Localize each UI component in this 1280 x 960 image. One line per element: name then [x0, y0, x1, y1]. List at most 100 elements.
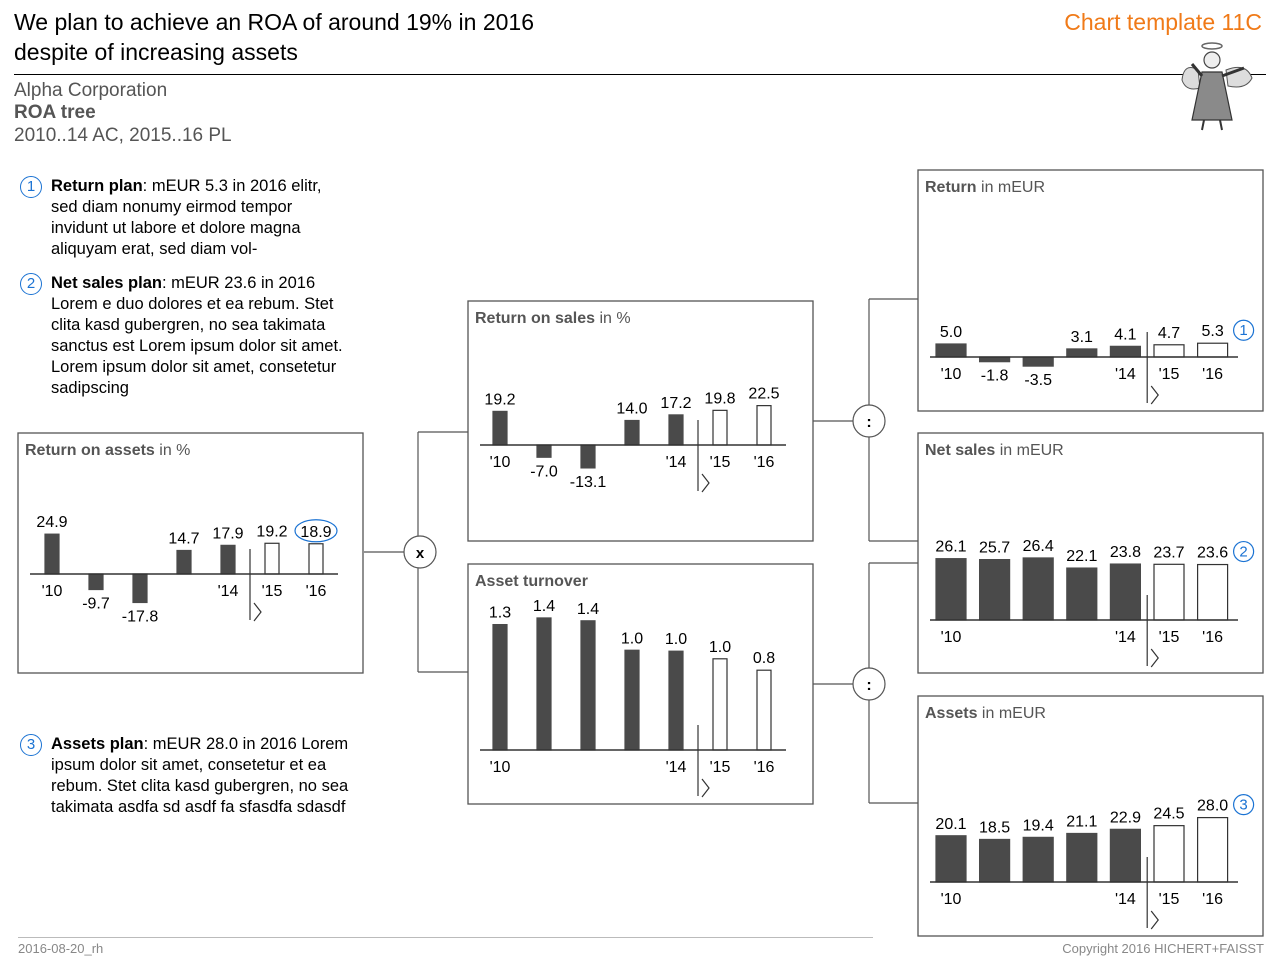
connector-at-divide-branches [868, 562, 918, 804]
note-text: : mEUR 23.6 in 2016 Lorem e duo dolores … [51, 274, 343, 397]
footer-rule [18, 937, 873, 938]
at-data-label: 1.0 [709, 639, 731, 656]
assets-data-label: 22.9 [1110, 809, 1141, 826]
at-bar [624, 649, 640, 751]
chevron-right-icon [1150, 385, 1159, 405]
at-chart-frame [467, 563, 814, 805]
at-data-label: 1.0 [665, 631, 687, 648]
roa-data-label: 24.9 [36, 514, 67, 531]
at-data-label: 1.0 [621, 630, 643, 647]
sales-note-marker-number: 2 [1239, 544, 1247, 561]
sales-note-marker: 2 [1232, 540, 1255, 563]
ros-title-bold: Return on sales [475, 310, 595, 327]
sales-tick-label: '10 [941, 629, 962, 646]
sales-data-label: 23.6 [1197, 545, 1228, 562]
ros-data-label: 17.2 [660, 395, 691, 412]
operator-multiply: x [403, 535, 437, 569]
connector-ros-divide-branches [868, 298, 918, 542]
operator-multiply-symbol: x [416, 545, 425, 562]
sales-data-label: 26.1 [935, 539, 966, 556]
sales-chart-title: Net sales in mEUR [925, 442, 1064, 459]
roa-bar [88, 573, 104, 591]
ret-bar [935, 343, 967, 358]
assets-tick-label: '15 [1159, 891, 1180, 908]
angel-mascot-icon [1181, 42, 1253, 131]
assets-data-label: 18.5 [979, 819, 1010, 836]
ros-bar [756, 405, 772, 446]
ros-data-label: 19.2 [484, 391, 515, 408]
roa-title-bold: Return on assets [25, 442, 155, 459]
roa-tick-label: '15 [262, 583, 283, 600]
sales-chart-frame [917, 432, 1264, 674]
chevron-right-icon [253, 602, 262, 622]
ros-chart: Return on sales in % 19.2 '10 -7.0 -13.1 14.0… [467, 300, 814, 542]
note-heading: Return plan [51, 177, 143, 195]
assets-data-label: 19.4 [1023, 817, 1054, 834]
connector-multiply-branches [417, 431, 468, 673]
note-number-marker: 2 [20, 273, 42, 295]
ret-note-marker: 1 [1232, 319, 1255, 341]
ret-note-marker-number: 1 [1239, 322, 1247, 339]
roa-data-label: 18.9 [300, 524, 331, 541]
chevron-right-icon [1150, 910, 1159, 930]
ret-tick-label: '14 [1115, 366, 1136, 383]
assets-note-marker-number: 3 [1239, 797, 1247, 814]
ros-bar [536, 444, 552, 458]
roa-bar [264, 542, 280, 575]
roa-data-label: 19.2 [256, 523, 287, 540]
sales-data-label: 25.7 [979, 540, 1010, 557]
ros-chart-frame [467, 300, 814, 542]
note-text: : mEUR 5.3 in 2016 elitr, sed diam nonum… [51, 177, 322, 258]
ros-data-label: 14.0 [616, 401, 647, 418]
assets-data-label: 28.0 [1197, 798, 1228, 815]
ret-data-label: 5.0 [940, 324, 962, 341]
at-bar [668, 650, 684, 751]
sales-tick-label: '15 [1159, 629, 1180, 646]
ret-bar [1066, 348, 1098, 358]
roa-chart: Return on assets in % 24.9 '10 -9.7 -17.8 14.… [17, 432, 364, 674]
roa-tick-label: '14 [218, 583, 239, 600]
assets-bar [978, 838, 1011, 883]
chevron-right-icon [701, 473, 710, 493]
ret-tick-label: '15 [1159, 366, 1180, 383]
ret-data-label: 4.1 [1114, 326, 1136, 343]
roa-tick-label: '16 [306, 583, 327, 600]
note-heading: Net sales plan [51, 274, 162, 292]
assets-bar [1109, 828, 1142, 883]
at-bar [536, 617, 552, 751]
operator-divide-symbol: : [866, 677, 871, 694]
ret-data-label: -1.8 [981, 368, 1009, 385]
assets-tick-label: '16 [1202, 891, 1223, 908]
at-chart: Asset turnover 1.3 '10 1.4 1.4 1.0 1.0 '14 1.0 '1… [467, 563, 814, 805]
company-name: Alpha Corporation [14, 80, 168, 101]
assets-tick-label: '10 [941, 891, 962, 908]
assets-note-marker: 3 [1232, 793, 1255, 816]
note-number-marker: 3 [20, 734, 42, 756]
at-bar [756, 669, 772, 751]
note-net-sales-plan: 2 Net sales plan: mEUR 23.6 in 2016 Lore… [20, 273, 350, 399]
operator-divide-ros: : [852, 404, 886, 438]
operator-divide-at: : [852, 667, 886, 701]
ros-chart-title: Return on sales in % [475, 310, 631, 327]
ros-bar [580, 444, 596, 469]
sales-bar [978, 559, 1011, 621]
ros-bar [712, 409, 728, 446]
sales-bar [1196, 563, 1229, 621]
at-bar [580, 620, 596, 751]
page-title-line-1: We plan to achieve an ROA of around 19% … [14, 9, 534, 35]
assets-chart-frame [917, 695, 1264, 937]
assets-data-label: 21.1 [1066, 813, 1097, 830]
sales-chart: Net sales in mEUR 26.1 '10 25.7 26.4 22.1 23.8… [917, 432, 1264, 674]
roa-tick-label: '10 [42, 583, 63, 600]
period-label: 2010..14 AC, 2015..16 PL [14, 125, 232, 146]
ret-bar [1109, 345, 1142, 358]
assets-bar [1022, 836, 1054, 883]
roa-chart-title: Return on assets in % [25, 442, 190, 459]
note-return-plan: 1 Return plan: mEUR 5.3 in 2016 elitr, s… [20, 176, 350, 260]
assets-chart-title: Assets in mEUR [925, 705, 1046, 722]
at-bar [492, 623, 508, 751]
ret-data-label: -3.5 [1024, 372, 1052, 389]
roa-bar [220, 544, 236, 575]
roa-bar [44, 533, 60, 575]
